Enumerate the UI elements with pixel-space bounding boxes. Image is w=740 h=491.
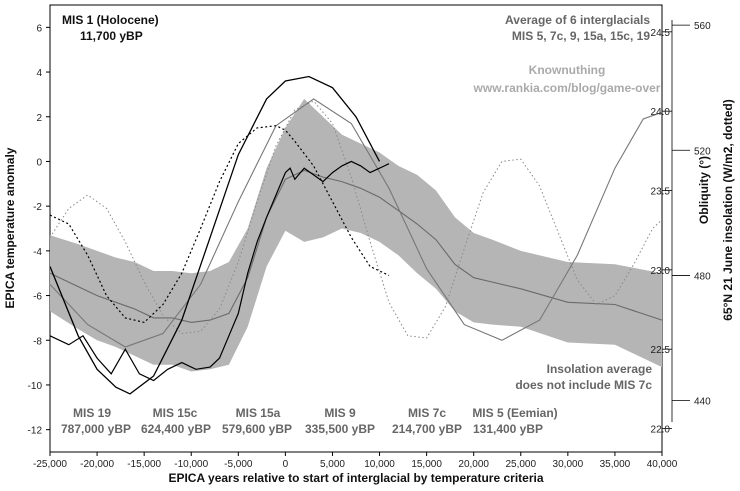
mis1-title: MIS 1 (Holocene) — [62, 13, 159, 27]
plot-frame — [49, 4, 663, 453]
insolation-tick-label: 520 — [694, 146, 711, 157]
mis1-obliquity-line — [49, 75, 381, 395]
insolation-note-2: does not include MIS 7c — [515, 378, 652, 392]
obliquity-axis-group: 24.5 24.0 23.5 23.0 22.5 22.0 560 520 480 440 — [651, 20, 711, 436]
y-tick-label: -2 — [33, 202, 42, 213]
insolation-tick-label: 480 — [694, 271, 711, 282]
mis-label-5: MIS 5 (Eemian) — [472, 406, 557, 420]
y-axis-title: EPICA temperature anomaly — [3, 147, 17, 308]
mis-label-15a: MIS 15a — [236, 406, 281, 420]
x-tick-label: 40,000 — [647, 459, 678, 470]
average-mean-line — [49, 169, 663, 323]
mis-date-7c: 214,700 yBP — [392, 422, 462, 436]
y-tick-label: -10 — [28, 381, 43, 392]
y-tick-label: -4 — [33, 247, 42, 258]
x-tick-label: -15,000 — [127, 459, 161, 470]
x-tick-label: 5,000 — [320, 459, 345, 470]
mis-date-15c: 624,400 yBP — [141, 422, 211, 436]
y-tick-label: 4 — [36, 68, 42, 79]
y-tick-label: -6 — [33, 292, 42, 303]
mis-date-19: 787,000 yBP — [61, 422, 131, 436]
insolation-tick-label: 560 — [694, 21, 711, 32]
obliquity-tick-label: 23.0 — [651, 266, 671, 277]
mis-date-15a: 579,600 yBP — [222, 422, 292, 436]
insolation-tick-label: 440 — [694, 397, 711, 408]
mis1-temperature-line — [49, 160, 390, 382]
obliquity-tick-label: 22.0 — [651, 425, 671, 436]
insolation-axis-title: 65°N 21 June insolation (W/m2, dotted) — [721, 99, 735, 321]
y-tick-label: -8 — [33, 336, 42, 347]
mis-label-9: MIS 9 — [324, 406, 356, 420]
axes-group: -25,000 -20,000 -15,000 -10,000 -5,000 0 5,000… — [28, 23, 678, 470]
mis-date-9: 335,500 yBP — [305, 422, 375, 436]
credit-url: www.rankia.com/blog/game-over — [473, 81, 661, 95]
band-group — [50, 98, 662, 372]
plot-area-group — [49, 4, 663, 453]
insolation-note-1: Insolation average — [547, 362, 653, 376]
x-tick-label: -5,000 — [224, 459, 253, 470]
y-tick-label: 2 — [36, 113, 42, 124]
x-tick-label: -25,000 — [33, 459, 67, 470]
y-tick-label: 6 — [36, 23, 42, 34]
x-tick-label: 15,000 — [411, 459, 442, 470]
obliquity-tick-label: 24.5 — [651, 28, 671, 39]
x-axis-title: EPICA years relative to start of intergl… — [168, 471, 543, 485]
y-tick-label: 0 — [36, 157, 42, 168]
x-tick-label: 35,000 — [600, 459, 631, 470]
obliquity-tick-label: 24.0 — [651, 107, 671, 118]
x-tick-label: 20,000 — [458, 459, 489, 470]
x-tick-label: -20,000 — [80, 459, 114, 470]
lines-group — [49, 75, 663, 395]
obliquity-axis-title: Obliquity (°) — [697, 156, 711, 224]
avg-title: Average of 6 interglacials — [505, 13, 650, 27]
obliquity-tick-label: 23.5 — [651, 187, 671, 198]
x-tick-label: 10,000 — [364, 459, 395, 470]
x-tick-label: 0 — [283, 459, 289, 470]
obliquity-tick-label: 22.5 — [651, 345, 671, 356]
average-insolation-line — [49, 100, 663, 339]
average-band — [50, 98, 662, 372]
mis1-insolation-line — [49, 125, 390, 324]
mis-label-19: MIS 19 — [73, 406, 111, 420]
mis1-date: 11,700 yBP — [80, 29, 143, 43]
x-tick-label: 25,000 — [505, 459, 536, 470]
y-tick-label: -12 — [28, 426, 43, 437]
mis-date-5: 131,400 yBP — [473, 422, 543, 436]
avg-list: MIS 5, 7c, 9, 15a, 15c, 19 — [512, 29, 650, 43]
x-tick-label: 30,000 — [553, 459, 584, 470]
credit-name: Knownuthing — [529, 63, 606, 77]
x-tick-label: -10,000 — [174, 459, 208, 470]
average-obliquity-line — [49, 98, 663, 348]
mis-label-group: MIS 19 787,000 yBP MIS 15c 624,400 yBP M… — [61, 406, 558, 436]
mis-label-15c: MIS 15c — [153, 406, 198, 420]
mis-label-7c: MIS 7c — [408, 406, 446, 420]
